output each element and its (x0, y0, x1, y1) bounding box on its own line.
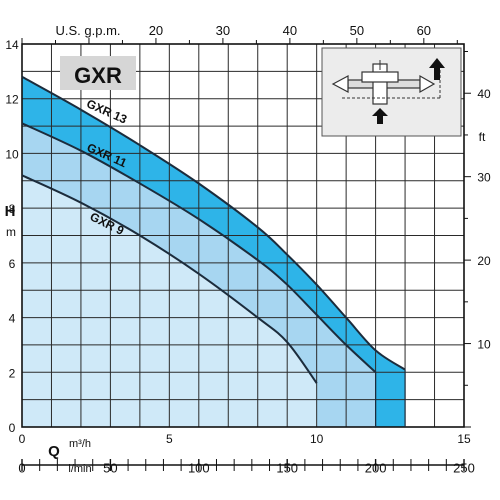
y-axis-label-h: H (5, 203, 16, 220)
y-tick-label-h: 4 (9, 312, 16, 326)
x2-axis-label-usgpm: U.S. g.p.m. (55, 23, 120, 38)
x3-axis-unit-lmin: l/min (68, 463, 91, 475)
x3-tick-label-lmin: 250 (453, 460, 475, 475)
x-tick-label-q: 15 (457, 432, 471, 446)
x-tick-label-q: 10 (310, 432, 324, 446)
chart-title: GXR (74, 63, 122, 88)
x2-tick-label-usgpm: 20 (149, 23, 163, 38)
x3-zero-label-lmin: 0 (18, 460, 25, 475)
x3-tick-label-lmin: 150 (276, 460, 298, 475)
x-tick-label-q: 5 (166, 432, 173, 446)
y-tick-label-h: 8 (9, 202, 16, 216)
curve-line-gxr-13 (21, 75, 406, 371)
y-axis-unit-ft: ft (479, 130, 486, 144)
x3-tick-label-lmin: 200 (365, 460, 387, 475)
x2-tick-label-usgpm: 40 (283, 23, 297, 38)
flow-arrow-out-icon (429, 58, 445, 80)
y-tick-label-h: 6 (9, 257, 16, 271)
y-axis-unit-m: m (6, 225, 16, 239)
y-tick-label-h: 14 (5, 38, 19, 52)
curve-line-gxr-9 (21, 174, 318, 384)
title-badge-background (60, 56, 136, 90)
x-tick-label-q: 0 (19, 432, 26, 446)
chart-axes: 0 2 4 6 8 10 12 14 Hm 10 20 30 40 ft U.S. g.p.m. 20 30 40… (5, 23, 491, 475)
y-tick-label-h: 12 (5, 93, 19, 107)
curve-line-gxr-11 (21, 122, 377, 374)
x2-tick-label-usgpm: 30 (216, 23, 230, 38)
x3-tick-label-lmin: 100 (188, 460, 210, 475)
y-tick-label-h: 10 (5, 147, 19, 161)
x2-tick-label-usgpm: 60 (417, 23, 431, 38)
x3-tick-label-lmin: 50 (103, 460, 117, 475)
y-tick-label-ft: 10 (477, 338, 491, 352)
flow-arrow-up-icon (372, 108, 388, 124)
plot-border (21, 43, 465, 428)
x-axis-label-q: Q (48, 443, 60, 460)
x2-tick-label-usgpm: 50 (350, 23, 364, 38)
y-tick-label-ft: 40 (477, 87, 491, 101)
pump-schematic-icon (321, 47, 462, 137)
y-tick-label-ft: 20 (477, 254, 491, 268)
x-axis-unit-m3h: m³/h (69, 438, 91, 450)
y-tick-label-ft: 30 (477, 171, 491, 185)
y-tick-label-h: 0 (9, 421, 16, 435)
y-tick-label-h: 2 (9, 366, 16, 380)
